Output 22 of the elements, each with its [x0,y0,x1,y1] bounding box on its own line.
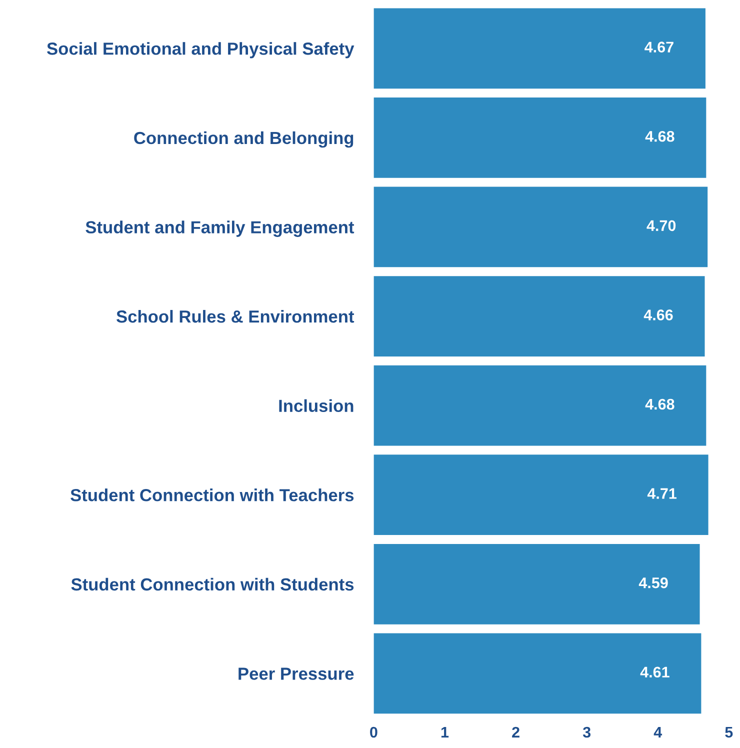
x-tick-label: 3 [582,726,591,738]
x-tick-label: 1 [441,726,449,738]
y-tick-label: Student Connection with Teachers [70,488,354,502]
x-tick-label: 2 [512,726,520,738]
x-tick-label: 5 [725,726,733,738]
y-tick-label: Connection and Belonging [134,131,354,148]
data-label: 4.70 [646,220,676,232]
x-tick-label: 0 [370,726,378,738]
y-tick-label: Student Connection with Students [71,578,354,591]
data-label: 4.68 [645,130,674,142]
data-label: 4.59 [638,577,668,588]
data-label: 4.68 [645,398,674,410]
data-label: 4.67 [644,42,674,52]
y-tick-label: Student and Family Engagement [86,220,354,237]
y-tick-label: Social Emotional and Physical Safety [46,42,354,58]
y-tick-label: School Rules & Environment [116,310,354,323]
x-tick-label: 4 [654,726,662,738]
y-tick-label: Inclusion [279,399,354,412]
data-label: 4.61 [640,666,670,678]
data-label: 4.66 [644,310,673,320]
y-tick-label: Peer Pressure [238,668,354,680]
data-label: 4.71 [647,488,676,499]
